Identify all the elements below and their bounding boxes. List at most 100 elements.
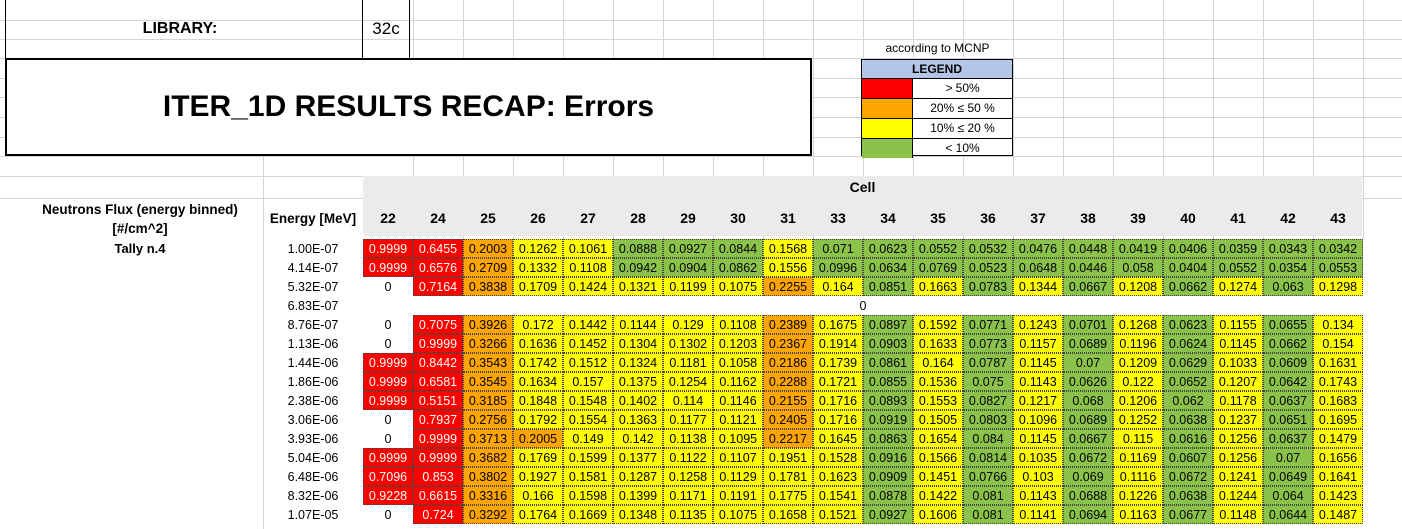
table-cell[interactable]: 0.1203 (713, 334, 763, 353)
table-cell[interactable]: 0.1792 (513, 410, 563, 429)
column-header-cell-30[interactable]: 30 (730, 210, 746, 226)
table-cell[interactable]: 0.068 (1063, 391, 1113, 410)
energy-value[interactable]: 1.44E-06 (287, 355, 339, 370)
table-cell[interactable]: 0.2389 (763, 315, 813, 334)
table-cell[interactable]: 0.1155 (1213, 315, 1263, 334)
column-header-cell-25[interactable]: 25 (480, 210, 496, 226)
table-cell[interactable]: 0.1145 (1013, 353, 1063, 372)
column-header-cell-27[interactable]: 27 (580, 210, 596, 226)
table-cell[interactable]: 0.0607 (1163, 448, 1213, 467)
table-cell[interactable]: 0.7164 (413, 277, 463, 296)
table-cell[interactable]: 0.1914 (813, 334, 863, 353)
table-cell[interactable]: 0.0652 (1163, 372, 1213, 391)
table-cell[interactable]: 0.1138 (663, 429, 713, 448)
table-cell[interactable]: 0.853 (413, 467, 463, 486)
table-cell[interactable]: 0.1033 (1213, 353, 1263, 372)
table-cell[interactable]: 0.1177 (663, 410, 713, 429)
table-cell[interactable]: 0.1422 (913, 486, 963, 505)
table-cell[interactable]: 0.3926 (463, 315, 513, 334)
table-cell[interactable]: 0.1256 (1213, 429, 1263, 448)
table-cell[interactable]: 0.1162 (713, 372, 763, 391)
table-cell[interactable]: 0 (363, 505, 413, 524)
energy-value[interactable]: 1.13E-06 (287, 336, 339, 351)
table-cell[interactable]: 0.1541 (813, 486, 863, 505)
table-cell[interactable]: 0.1035 (1013, 448, 1063, 467)
table-cell[interactable]: 0.0783 (963, 277, 1013, 296)
table-cell[interactable]: 0.1402 (613, 391, 663, 410)
table-cell[interactable]: 0.1208 (1113, 277, 1163, 296)
table-cell[interactable]: 0.0623 (863, 239, 913, 258)
table-cell[interactable]: 0.0904 (663, 258, 713, 277)
table-cell[interactable]: 0.1287 (613, 467, 663, 486)
table-cell[interactable]: 0.0662 (1263, 334, 1313, 353)
table-cell[interactable]: 0.1207 (1213, 372, 1263, 391)
table-cell[interactable]: 0.3838 (463, 277, 513, 296)
table-cell[interactable]: 0.0634 (863, 258, 913, 277)
table-cell[interactable]: 0.1144 (613, 315, 663, 334)
table-cell[interactable]: 0.1058 (713, 353, 763, 372)
column-header-cell-31[interactable]: 31 (780, 210, 796, 226)
table-cell[interactable]: 0.6455 (413, 239, 463, 258)
table-cell[interactable]: 0.724 (413, 505, 463, 524)
table-cell[interactable]: 0.9999 (363, 448, 413, 467)
table-cell[interactable]: 0.3292 (463, 505, 513, 524)
table-cell[interactable]: 0.0446 (1063, 258, 1113, 277)
table-cell[interactable]: 0.071 (813, 239, 863, 258)
table-cell[interactable]: 0.1095 (713, 429, 763, 448)
table-cell[interactable]: 0.0844 (713, 239, 763, 258)
table-cell[interactable]: 0.0766 (963, 467, 1013, 486)
table-cell[interactable]: 0.0996 (813, 258, 863, 277)
table-cell[interactable]: 0.1663 (913, 277, 963, 296)
table-cell[interactable]: 0.1675 (813, 315, 863, 334)
table-cell[interactable]: 0.1321 (613, 277, 663, 296)
table-cell[interactable]: 0.0672 (1063, 448, 1113, 467)
table-cell[interactable]: 0.0552 (913, 239, 963, 258)
table-cell[interactable]: 0.3543 (463, 353, 513, 372)
table-cell[interactable]: 0.1599 (563, 448, 613, 467)
table-cell[interactable]: 0.1241 (1213, 467, 1263, 486)
table-cell[interactable]: 0.1695 (1313, 410, 1363, 429)
table-cell[interactable]: 0.0672 (1163, 467, 1213, 486)
table-cell[interactable]: 0.1226 (1113, 486, 1163, 505)
energy-value[interactable]: 2.38E-06 (287, 393, 339, 408)
table-cell[interactable]: 0.1775 (763, 486, 813, 505)
table-cell[interactable]: 0.122 (1113, 372, 1163, 391)
table-cell[interactable]: 0.0878 (863, 486, 913, 505)
table-cell[interactable]: 0.064 (1263, 486, 1313, 505)
table-cell[interactable]: 0.1145 (1013, 429, 1063, 448)
table-cell[interactable]: 0 (363, 334, 413, 353)
column-header-cell-33[interactable]: 33 (830, 210, 846, 226)
table-cell[interactable]: 0.1171 (663, 486, 713, 505)
table-cell[interactable]: 0.1606 (913, 505, 963, 524)
table-cell[interactable]: 0.0637 (1263, 429, 1313, 448)
table-cell[interactable]: 0.1848 (513, 391, 563, 410)
table-cell[interactable]: 0.1598 (563, 486, 613, 505)
table-cell[interactable]: 0.9999 (413, 429, 463, 448)
table-cell[interactable]: 0.9999 (363, 391, 413, 410)
table-cell[interactable]: 0.1116 (1113, 467, 1163, 486)
table-cell[interactable]: 0.1521 (813, 505, 863, 524)
table-cell[interactable]: 0.1143 (1013, 372, 1063, 391)
table-cell[interactable]: 0.3185 (463, 391, 513, 410)
column-header-cell-41[interactable]: 41 (1230, 210, 1246, 226)
table-cell[interactable]: 0.7075 (413, 315, 463, 334)
table-cell[interactable]: 0.164 (913, 353, 963, 372)
table-cell[interactable]: 0 (363, 410, 413, 429)
table-cell[interactable]: 0.0897 (863, 315, 913, 334)
table-cell[interactable]: 0.1298 (1313, 277, 1363, 296)
table-cell[interactable]: 0.1237 (1213, 410, 1263, 429)
column-header-cell-24[interactable]: 24 (430, 210, 446, 226)
table-cell[interactable]: 0.0624 (1163, 334, 1213, 353)
table-cell[interactable]: 0.0419 (1113, 239, 1163, 258)
table-cell[interactable]: 0.115 (1113, 429, 1163, 448)
table-cell[interactable]: 0.1244 (1213, 486, 1263, 505)
table-cell[interactable]: 0.1129 (713, 467, 763, 486)
table-cell[interactable]: 0.0701 (1063, 315, 1113, 334)
table-cell[interactable]: 0.1217 (1013, 391, 1063, 410)
table-cell[interactable]: 0.9999 (363, 258, 413, 277)
table-cell[interactable]: 0.2005 (513, 429, 563, 448)
table-cell[interactable]: 0.1145 (1213, 334, 1263, 353)
table-cell[interactable]: 0.0773 (963, 334, 1013, 353)
table-cell[interactable]: 0.0638 (1163, 410, 1213, 429)
table-cell[interactable]: 0.0893 (863, 391, 913, 410)
